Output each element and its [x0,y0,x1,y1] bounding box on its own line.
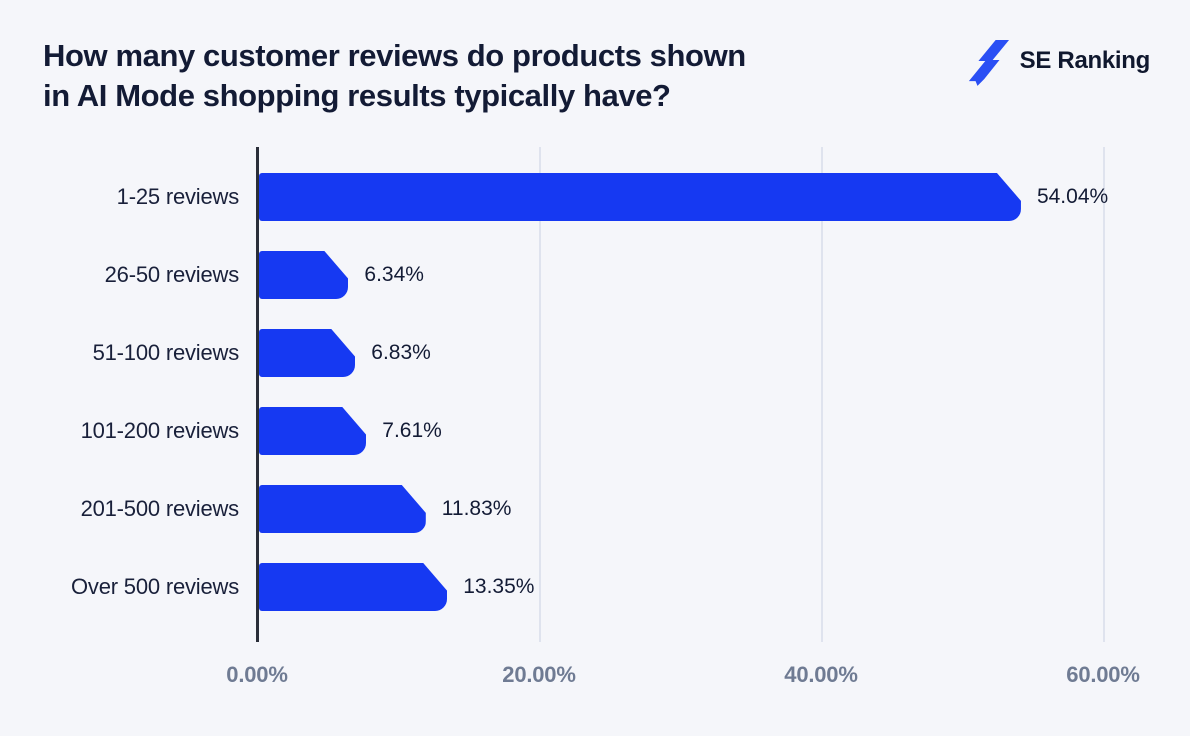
value-label: 6.34% [364,263,424,286]
gridline-60 [1103,147,1105,642]
bar [259,251,348,299]
category-label: 101-200 reviews [80,418,240,443]
bar-row: Over 500 reviews 13.35% [0,563,1190,611]
page-title: How many customer reviews do products sh… [43,36,746,116]
gridline-20 [539,147,541,642]
brand-name: SE Ranking [1019,47,1151,74]
x-tick-label: 0.00% [226,662,288,687]
x-tick-label: 60.00% [1066,662,1140,687]
bar [259,173,1021,221]
bar-row: 101-200 reviews 7.61% [0,407,1190,455]
x-tick-label: 40.00% [784,662,858,687]
bar [259,485,426,533]
value-label: 54.04% [1036,185,1109,208]
bar-row: 51-100 reviews 6.83% [0,329,1190,377]
value-label: 13.35% [463,575,535,598]
bar [259,407,366,455]
bar-row: 201-500 reviews 11.83% [0,485,1190,533]
bar-row: 26-50 reviews 6.34% [0,251,1190,299]
category-label: Over 500 reviews [71,574,239,599]
page-title-line2: in AI Mode shopping results typically ha… [43,78,671,113]
category-label: 201-500 reviews [80,496,240,521]
category-label: 1-25 reviews [116,184,240,209]
gridline-40 [821,147,823,642]
bar [259,329,355,377]
category-label: 51-100 reviews [92,340,240,365]
bar-row: 1-25 reviews 54.04% [0,173,1190,221]
value-label: 7.61% [382,419,442,442]
brand-logo: SE Ranking [966,36,1150,86]
category-label: 26-50 reviews [104,262,240,287]
x-tick-label: 20.00% [502,662,576,687]
se-ranking-logo-icon [968,39,1009,86]
value-label: 6.83% [371,341,431,364]
value-label: 11.83% [441,497,512,520]
y-axis-line [256,147,259,642]
page-title-line1: How many customer reviews do products sh… [43,38,746,73]
bar [259,563,447,611]
bar-chart: 1-25 reviews 54.04% 26-50 reviews 6.34% 51-1… [0,147,1190,707]
